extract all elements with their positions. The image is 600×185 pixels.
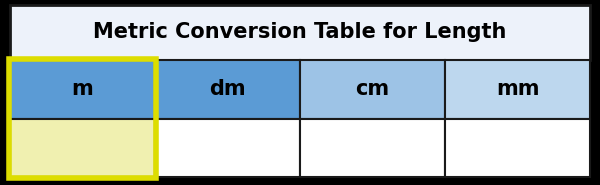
Text: mm: mm xyxy=(496,79,539,99)
Bar xyxy=(445,60,590,119)
Bar xyxy=(10,5,590,60)
Text: cm: cm xyxy=(355,79,389,99)
Bar xyxy=(445,119,590,177)
Bar xyxy=(10,119,155,177)
Bar xyxy=(10,60,155,119)
Bar xyxy=(9,59,156,178)
Text: Metric Conversion Table for Length: Metric Conversion Table for Length xyxy=(94,23,506,43)
Bar xyxy=(300,60,445,119)
Bar xyxy=(300,119,445,177)
Bar xyxy=(155,60,300,119)
Bar xyxy=(155,119,300,177)
Text: dm: dm xyxy=(209,79,246,99)
Text: m: m xyxy=(71,79,94,99)
